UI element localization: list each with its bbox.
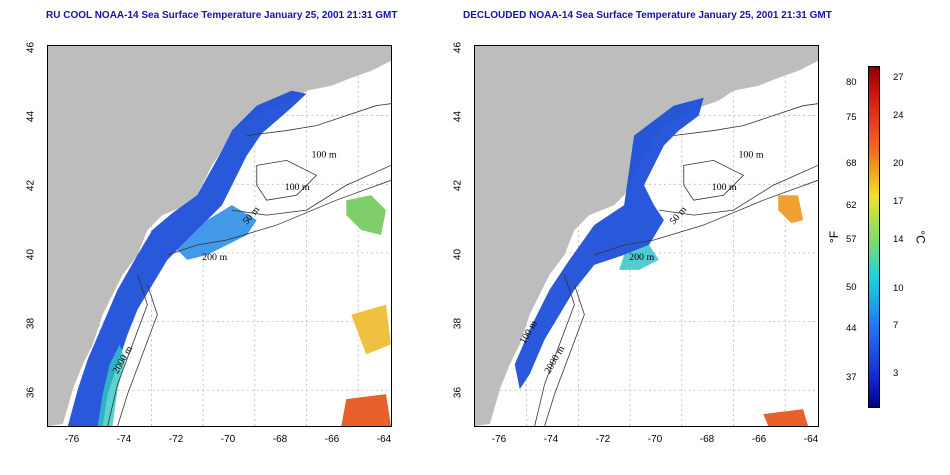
lat-tick: 40 [25,248,37,261]
sst-cool-region [177,205,257,260]
fahrenheit-tick: 62 [846,200,857,211]
celsius-tick: 24 [893,110,904,121]
sst-cool-region [619,244,659,270]
celsius-tick: 10 [893,283,904,294]
sst-warm-southeast [763,409,809,426]
svg-text:100 m: 100 m [285,182,310,193]
land-mass [475,46,818,426]
lat-tick: 44 [25,110,37,123]
lon-tick: -72 [168,434,184,445]
sst-warm-east [778,195,804,224]
celsius-unit-label: °C [913,230,928,244]
lon-tick: -72 [595,434,611,445]
lon-tick: -74 [116,434,132,445]
lon-tick: -70 [647,434,663,445]
fahrenheit-tick: 50 [846,282,857,293]
sst-cold-region [514,97,704,390]
celsius-tick: 17 [893,196,904,207]
lon-tick: -76 [491,434,507,445]
lat-tick: 42 [452,179,464,192]
lat-tick: 36 [25,386,37,399]
fahrenheit-tick: 75 [846,112,857,123]
celsius-tick: 27 [893,72,904,83]
lat-tick: 44 [452,110,464,123]
lat-tick: 40 [452,248,464,261]
sst-warm-southeast-2 [351,304,391,355]
celsius-tick: 3 [893,368,899,379]
lon-tick: -68 [699,434,715,445]
celsius-tick: 20 [893,158,904,169]
lon-tick: -64 [803,434,819,445]
lon-tick: -66 [751,434,767,445]
right-map: 100 m 100 m 50 m 200 m 2000 m 100 m [474,45,819,427]
sst-warm-east [346,195,387,236]
lat-tick: 42 [25,179,37,192]
lon-tick: -70 [220,434,236,445]
lon-tick: -64 [376,434,392,445]
svg-text:200 m: 200 m [202,252,227,263]
celsius-tick: 7 [893,320,899,331]
lat-tick: 38 [452,317,464,330]
lon-tick: -76 [64,434,80,445]
sst-cold-region [67,90,307,426]
fahrenheit-tick: 57 [846,234,857,245]
svg-text:50 m: 50 m [668,204,690,227]
fahrenheit-tick: 80 [846,77,857,88]
lat-tick: 36 [452,386,464,399]
temperature-colorbar [868,66,880,408]
lat-tick: 46 [25,41,37,54]
left-map: 100 m 100 m 50 m 200 m 2000 m [47,45,392,427]
fahrenheit-tick: 44 [846,323,857,334]
sst-shelf-band [97,344,126,426]
celsius-tick: 14 [893,234,904,245]
left-map-title: RU COOL NOAA-14 Sea Surface Temperature … [46,10,398,21]
sst-warm-southeast [341,394,391,426]
fahrenheit-tick: 68 [846,158,857,169]
svg-text:100 m: 100 m [712,182,737,193]
svg-text:100 m: 100 m [738,149,763,160]
svg-text:200 m: 200 m [629,252,654,263]
right-map-title: DECLOUDED NOAA-14 Sea Surface Temperatur… [463,10,832,21]
fahrenheit-unit-label: °F [827,230,842,244]
lon-tick: -68 [272,434,288,445]
land-mass [48,46,391,426]
fahrenheit-tick: 37 [846,372,857,383]
lon-tick: -66 [324,434,340,445]
lat-tick: 38 [25,317,37,330]
svg-text:50 m: 50 m [241,204,263,227]
svg-text:100 m: 100 m [311,149,336,160]
lat-tick: 46 [452,41,464,54]
lon-tick: -74 [543,434,559,445]
